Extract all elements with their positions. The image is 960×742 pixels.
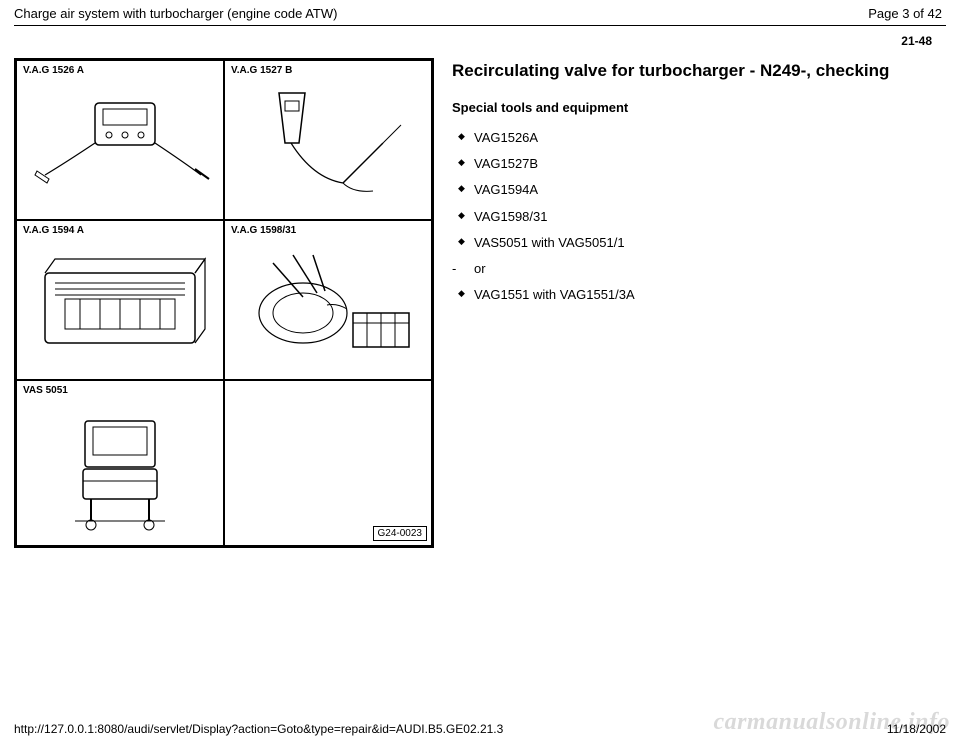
- section-heading: Recirculating valve for turbocharger - N…: [452, 60, 946, 82]
- figure-cell-empty: G24-0023: [224, 380, 432, 546]
- figure-label: V.A.G 1526 A: [23, 65, 84, 76]
- figure-cell-vas5051: VAS 5051: [16, 380, 224, 546]
- figure-label: V.A.G 1527 B: [231, 65, 292, 76]
- tool-list: VAG1526A VAG1527B VAG1594A VAG1598/31 VA…: [452, 129, 946, 304]
- figure-code: G24-0023: [373, 526, 427, 541]
- multimeter-icon: [25, 83, 215, 203]
- figure-cell-1526a: V.A.G 1526 A: [16, 60, 224, 220]
- figure-label: V.A.G 1598/31: [231, 225, 296, 236]
- diagnostic-tester-icon: [25, 403, 215, 533]
- figure-label: VAS 5051: [23, 385, 68, 396]
- section-subheading: Special tools and equipment: [452, 100, 946, 115]
- header-page-indicator: Page 3 of 42: [868, 6, 942, 21]
- page-reference: 21-48: [0, 26, 960, 52]
- footer-row: http://127.0.0.1:8080/audi/servlet/Displ…: [14, 722, 946, 736]
- list-item: or: [452, 260, 946, 278]
- test-box-icon: [233, 243, 423, 363]
- figure-cell-1598-31: V.A.G 1598/31: [224, 220, 432, 380]
- list-item: VAG1526A: [452, 129, 946, 147]
- tools-figure: V.A.G 1526 A V.A.G 1527 B: [14, 58, 434, 548]
- content-row: V.A.G 1526 A V.A.G 1527 B: [0, 52, 960, 548]
- text-column: Recirculating valve for turbocharger - N…: [452, 58, 946, 548]
- figure-label: V.A.G 1594 A: [23, 225, 84, 236]
- list-item: VAG1551 with VAG1551/3A: [452, 286, 946, 304]
- header-row: Charge air system with turbocharger (eng…: [0, 0, 960, 25]
- figure-cell-1527b: V.A.G 1527 B: [224, 60, 432, 220]
- figure-cell-1594a: V.A.G 1594 A: [16, 220, 224, 380]
- footer-date: 11/18/2002: [887, 722, 946, 736]
- header-title: Charge air system with turbocharger (eng…: [14, 6, 337, 21]
- list-item: VAG1527B: [452, 155, 946, 173]
- list-item: VAG1598/31: [452, 208, 946, 226]
- footer-url: http://127.0.0.1:8080/audi/servlet/Displ…: [14, 722, 503, 736]
- adapter-set-icon: [25, 243, 215, 363]
- list-item: VAS5051 with VAG5051/1: [452, 234, 946, 252]
- test-probe-icon: [233, 83, 423, 203]
- list-item: VAG1594A: [452, 181, 946, 199]
